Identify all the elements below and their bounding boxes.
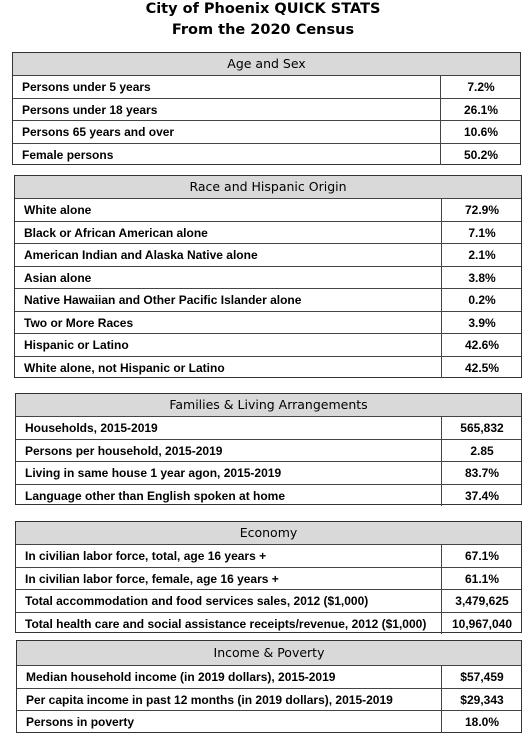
row-value: 42.6% bbox=[441, 334, 522, 356]
section-income-poverty: Income & Poverty Median household income… bbox=[16, 640, 522, 733]
row-value: 72.9% bbox=[441, 199, 522, 221]
row-value: $57,459 bbox=[441, 666, 522, 688]
section-economy: Economy In civilian labor force, total, … bbox=[15, 521, 522, 634]
row-label: Median household income (in 2019 dollars… bbox=[26, 670, 336, 684]
row-label: Two or More Races bbox=[24, 315, 134, 330]
table-row: Asian alone 3.8% bbox=[15, 265, 522, 288]
row-value: 37.4% bbox=[441, 484, 522, 506]
row-value: 10.6% bbox=[440, 121, 521, 143]
row-value: 0.2% bbox=[441, 289, 522, 311]
section-race-and-hispanic-origin: Race and Hispanic Origin White alone 72.… bbox=[14, 175, 522, 378]
row-label: Persons under 18 years bbox=[22, 102, 158, 117]
row-value: 565,832 bbox=[441, 417, 522, 439]
row-label: Per capita income in past 12 months (in … bbox=[26, 692, 393, 707]
table-row: American Indian and Alaska Native alone … bbox=[15, 243, 521, 266]
table-row: Persons 65 years and over 10.6% bbox=[13, 120, 520, 143]
row-value: 2.1% bbox=[441, 244, 522, 266]
table-row: White alone, not Hispanic or Latino 42.5… bbox=[15, 355, 522, 378]
row-label: American Indian and Alaska Native alone bbox=[24, 248, 258, 262]
section-heading: Income & Poverty bbox=[17, 641, 521, 665]
table-row: Per capita income in past 12 months (in … bbox=[17, 687, 522, 710]
table-row: Persons in poverty 18.0% bbox=[17, 710, 521, 733]
row-label: Persons 65 years and over bbox=[22, 125, 175, 139]
table-row: Persons under 18 years 26.1% bbox=[13, 97, 521, 120]
page-subtitle: From the 2020 Census bbox=[171, 22, 355, 38]
table-row: Median household income (in 2019 dollars… bbox=[17, 665, 521, 688]
row-value: 42.5% bbox=[441, 356, 522, 378]
row-value: 7.2% bbox=[440, 76, 521, 98]
table-row: White alone 72.9% bbox=[15, 198, 521, 221]
row-label: In civilian labor force, female, age 16 … bbox=[25, 571, 279, 586]
table-row: Native Hawaiian and Other Pacific Island… bbox=[15, 288, 521, 311]
section-heading: Race and Hispanic Origin bbox=[15, 176, 521, 198]
table-row: Total accommodation and food services sa… bbox=[16, 589, 521, 612]
row-label: White alone bbox=[24, 203, 92, 217]
row-label: Living in same house 1 year agon, 2015-2… bbox=[25, 466, 282, 480]
row-label: Total health care and social assistance … bbox=[25, 616, 427, 631]
row-value: 18.0% bbox=[441, 711, 522, 733]
table-row: In civilian labor force, female, age 16 … bbox=[16, 566, 522, 589]
row-label: Hispanic or Latino bbox=[24, 338, 129, 352]
section-heading: Age and Sex bbox=[13, 53, 520, 75]
section-heading: Families & Living Arrangements bbox=[16, 394, 521, 416]
table-row: In civilian labor force, total, age 16 y… bbox=[16, 544, 521, 567]
row-label: White alone, not Hispanic or Latino bbox=[24, 360, 225, 375]
row-value: 61.1% bbox=[441, 567, 522, 589]
table-row: Persons per household, 2015-2019 2.85 bbox=[16, 438, 522, 461]
row-value: 2.85 bbox=[441, 439, 522, 461]
row-value: 3.9% bbox=[441, 311, 522, 333]
section-age-and-sex: Age and Sex Persons under 5 years 7.2% P… bbox=[12, 52, 521, 165]
row-label: Black or African American alone bbox=[24, 225, 208, 240]
row-value: 26.1% bbox=[440, 98, 521, 120]
row-label: In civilian labor force, total, age 16 y… bbox=[25, 549, 267, 563]
row-label: Language other than English spoken at ho… bbox=[25, 488, 286, 503]
row-value: 67.1% bbox=[441, 545, 522, 567]
table-row: Female persons 50.2% bbox=[13, 142, 521, 165]
page-title: City of Phoenix QUICK STATS bbox=[145, 1, 381, 17]
table-row: Black or African American alone 7.1% bbox=[15, 220, 522, 243]
row-value: 3.8% bbox=[441, 266, 522, 288]
table-row: Hispanic or Latino 42.6% bbox=[15, 333, 521, 356]
row-label: Persons in poverty bbox=[26, 715, 135, 729]
row-value: 3,479,625 bbox=[441, 590, 522, 612]
table-row: Living in same house 1 year agon, 2015-2… bbox=[16, 461, 521, 484]
row-value: $29,343 bbox=[441, 688, 522, 710]
row-label: Native Hawaiian and Other Pacific Island… bbox=[24, 293, 302, 307]
row-label: Total accommodation and food services sa… bbox=[25, 594, 369, 608]
row-value: 7.1% bbox=[441, 221, 522, 243]
table-row: Persons under 5 years 7.2% bbox=[13, 75, 520, 98]
row-label: Female persons bbox=[22, 147, 114, 162]
row-label: Asian alone bbox=[24, 270, 92, 285]
table-row: Language other than English spoken at ho… bbox=[16, 483, 522, 506]
section-families-living-arrangements: Families & Living Arrangements Household… bbox=[15, 393, 522, 506]
row-label: Persons per household, 2015-2019 bbox=[25, 443, 223, 458]
table-row: Two or More Races 3.9% bbox=[15, 310, 522, 333]
row-label: Persons under 5 years bbox=[22, 80, 151, 94]
row-value: 50.2% bbox=[440, 143, 521, 165]
row-value: 83.7% bbox=[441, 462, 522, 484]
table-row: Total health care and social assistance … bbox=[16, 611, 522, 634]
table-row: Households, 2015-2019 565,832 bbox=[16, 416, 521, 439]
row-value: 10,967,040 bbox=[441, 612, 522, 634]
section-heading: Economy bbox=[16, 522, 521, 544]
row-label: Households, 2015-2019 bbox=[25, 421, 158, 435]
